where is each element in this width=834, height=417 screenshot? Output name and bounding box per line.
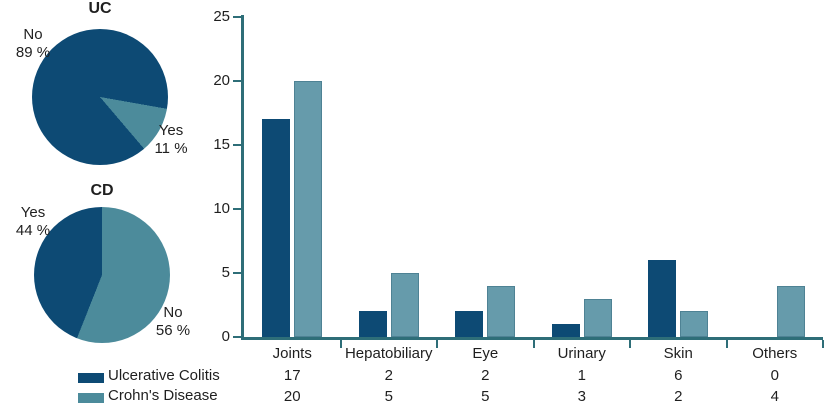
- table-value-crohns-disease-skin: 2: [674, 388, 683, 405]
- y-axis-tick: [233, 80, 241, 82]
- category-label-others: Others: [752, 345, 798, 362]
- pie-slice-name: No: [163, 304, 183, 321]
- x-axis-tick: [725, 340, 728, 348]
- legend-swatch-ulcerative-colitis: [78, 373, 104, 383]
- legend-label-ulcerative-colitis: Ulcerative Colitis: [108, 367, 220, 384]
- category-label-urinary: Urinary: [557, 345, 606, 362]
- table-value-ulcerative-colitis-joints: 17: [283, 367, 301, 384]
- x-axis-tick: [339, 340, 342, 348]
- category-label-skin: Skin: [663, 345, 693, 362]
- y-axis-tick-label: 0: [221, 328, 230, 345]
- bar-crohns-disease-others: [776, 285, 805, 337]
- uc-no-label: No 89 %: [8, 26, 58, 62]
- table-value-ulcerative-colitis-urinary: 1: [577, 367, 586, 384]
- pie-slice-value: 56 %: [155, 322, 191, 339]
- y-axis-tick: [233, 144, 241, 146]
- table-value-ulcerative-colitis-skin: 6: [674, 367, 683, 384]
- bar-ulcerative-colitis-urinary: [551, 324, 580, 337]
- table-value-crohns-disease-eye: 5: [481, 388, 490, 405]
- table-value-crohns-disease-joints: 20: [283, 388, 301, 405]
- table-value-crohns-disease-others: 4: [770, 388, 779, 405]
- category-label-eye: Eye: [472, 345, 499, 362]
- pie-slice-name: Yes: [20, 204, 46, 221]
- bar-crohns-disease-hepatobiliary: [390, 273, 419, 337]
- y-axis-tick: [233, 16, 241, 18]
- bar-crohns-disease-joints: [294, 81, 323, 337]
- y-axis-tick-label: 10: [213, 200, 230, 217]
- x-axis-tick: [436, 340, 438, 348]
- y-axis-tick-label: 5: [221, 264, 230, 281]
- bar-ulcerative-colitis-hepatobiliary: [358, 311, 387, 337]
- y-axis-tick: [233, 272, 241, 274]
- table-value-crohns-disease-hepatobiliary: 5: [384, 388, 393, 405]
- bar-crohns-disease-skin: [680, 311, 709, 337]
- pie-slice-name: Yes: [158, 122, 184, 139]
- pie-slice-value: 11 %: [154, 140, 188, 157]
- table-value-crohns-disease-urinary: 3: [577, 388, 586, 405]
- pie-slice-name: No: [23, 26, 43, 43]
- y-axis-tick: [233, 336, 241, 338]
- cd-no-label: No 56 %: [148, 304, 198, 340]
- uc-pie-title: UC: [88, 0, 112, 17]
- x-axis-line: [241, 337, 823, 340]
- legend-swatch-crohns-disease: [78, 393, 104, 403]
- cd-pie-chart: [34, 207, 170, 343]
- category-label-joints: Joints: [272, 345, 312, 362]
- table-value-ulcerative-colitis-others: 0: [770, 367, 779, 384]
- table-value-ulcerative-colitis-eye: 2: [481, 367, 490, 384]
- x-axis-tick: [822, 340, 824, 348]
- y-axis-tick-label: 20: [213, 72, 230, 89]
- y-axis-line: [241, 15, 244, 340]
- bar-ulcerative-colitis-eye: [455, 311, 484, 337]
- cd-yes-label: Yes 44 %: [8, 204, 58, 240]
- category-label-hepatobiliary: Hepatobiliary: [344, 345, 433, 362]
- table-value-ulcerative-colitis-hepatobiliary: 2: [384, 367, 393, 384]
- y-axis-tick-label: 15: [213, 136, 230, 153]
- y-axis-tick-label: 25: [213, 8, 230, 25]
- cd-pie-title: CD: [90, 182, 114, 199]
- legend-label-crohns-disease: Crohn's Disease: [108, 387, 218, 404]
- y-axis-tick: [233, 208, 241, 210]
- x-axis-tick: [629, 340, 631, 348]
- bar-crohns-disease-eye: [487, 285, 516, 337]
- bar-ulcerative-colitis-joints: [262, 119, 291, 337]
- pie-slice-value: 44 %: [15, 222, 51, 239]
- bar-ulcerative-colitis-skin: [648, 260, 677, 337]
- uc-pie-chart: [32, 29, 168, 165]
- pie-slice-value: 89 %: [15, 44, 51, 61]
- uc-yes-label: Yes 11 %: [146, 122, 196, 158]
- bar-crohns-disease-urinary: [583, 298, 612, 337]
- x-axis-tick: [532, 340, 535, 348]
